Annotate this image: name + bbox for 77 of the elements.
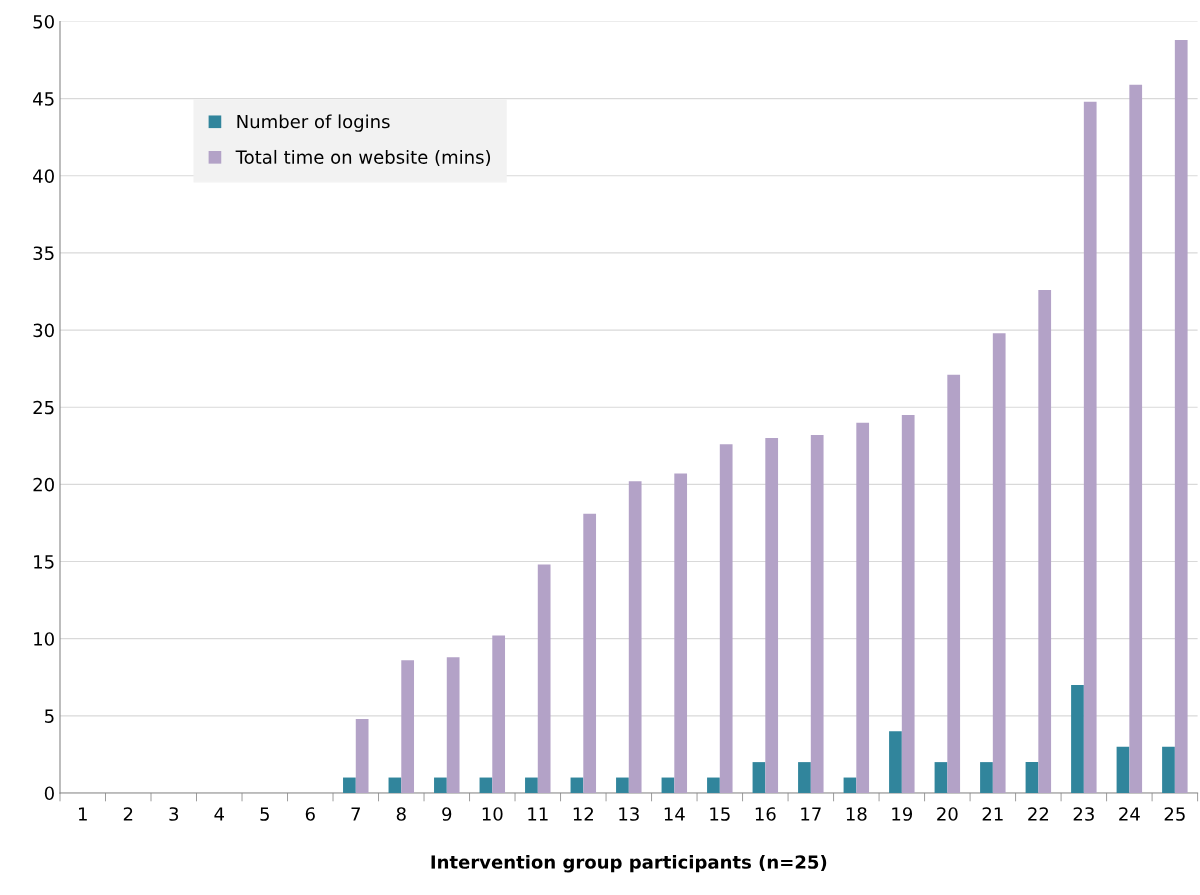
x-tick-label: 15 (710, 807, 730, 821)
bar (889, 731, 902, 793)
legend-label: Total time on website (mins) (235, 149, 491, 167)
x-axis-title: Intervention group participants (n=25) (431, 854, 827, 873)
x-tick-label: 24 (1119, 807, 1140, 821)
bar (980, 762, 993, 793)
bar (1083, 101, 1097, 793)
bar (752, 762, 766, 793)
x-tick-label: 22 (1028, 807, 1049, 821)
bar (355, 718, 369, 793)
bar (719, 444, 733, 793)
y-tick-label: 40 (33, 169, 54, 183)
bar (537, 564, 551, 793)
y-tick-label: 35 (33, 246, 54, 261)
x-tick-label: 12 (573, 807, 593, 821)
x-tick-label: 9 (442, 807, 452, 821)
x-tick-label: 3 (169, 807, 179, 821)
bar (1025, 762, 1039, 793)
bar (947, 374, 961, 793)
y-tick-label: 30 (33, 323, 54, 338)
bar (401, 660, 415, 793)
bar (1162, 746, 1175, 793)
bar (479, 777, 493, 793)
x-tick-label: 13 (619, 807, 639, 821)
x-tick-label: 5 (260, 807, 269, 821)
x-tick-label: 25 (1164, 807, 1185, 821)
bar (570, 777, 584, 793)
y-tick-label: 5 (45, 709, 54, 723)
bar (798, 762, 811, 793)
x-tick-label: 20 (937, 807, 958, 821)
x-tick-label: 8 (396, 807, 406, 821)
bar (583, 513, 597, 793)
bar (843, 777, 857, 793)
bar (492, 635, 506, 793)
bar (434, 777, 447, 793)
bar (661, 777, 675, 793)
x-tick-label: 23 (1073, 807, 1094, 821)
x-tick-label: 1 (78, 807, 87, 821)
bar (388, 777, 402, 793)
bar (856, 422, 870, 793)
bar (707, 777, 720, 793)
x-tick-label: 19 (892, 807, 913, 821)
bar (525, 777, 538, 793)
y-tick-label: 0 (44, 786, 54, 801)
bar (674, 473, 688, 793)
x-tick-label: 21 (982, 807, 1003, 821)
x-tick-label: 6 (305, 807, 315, 821)
x-tick-label: 18 (846, 807, 867, 821)
x-tick-label: 14 (664, 807, 685, 821)
legend-label: Number of logins (237, 114, 390, 132)
y-tick-label: 20 (33, 477, 54, 492)
y-tick-label: 10 (34, 632, 54, 646)
y-tick-label: 45 (33, 92, 54, 106)
x-tick-label: 4 (214, 807, 224, 821)
bar (810, 435, 824, 793)
y-tick-label: 50 (33, 14, 54, 29)
bar (343, 777, 356, 793)
bar (616, 777, 629, 793)
bar (1174, 40, 1188, 793)
x-tick-label: 11 (528, 807, 548, 821)
y-tick-label: 15 (34, 555, 54, 569)
x-tick-label: 2 (123, 807, 133, 821)
bar (446, 657, 460, 793)
bar (1116, 746, 1130, 793)
bar (628, 481, 642, 793)
bar (1038, 289, 1052, 793)
bar (765, 438, 779, 793)
x-tick-label: 17 (801, 807, 821, 821)
y-tick-label: 25 (33, 400, 54, 415)
bar (1071, 684, 1084, 793)
bar (992, 333, 1006, 793)
x-tick-label: 10 (482, 807, 503, 821)
x-tick-label: 16 (755, 807, 776, 821)
bar (934, 762, 948, 793)
x-tick-label: 7 (351, 807, 360, 821)
bar (901, 414, 915, 793)
bar (1129, 84, 1143, 793)
